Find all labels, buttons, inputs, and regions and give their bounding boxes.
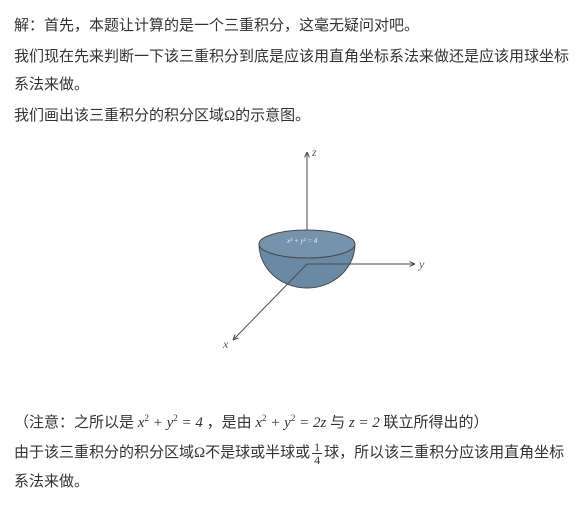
fraction-one-quarter: 14 [312, 441, 322, 466]
figure-hemisphere: x² + y² = 4 z y x [14, 144, 569, 365]
paragraph-2: 我们现在先来判断一下该三重积分到底是应该用直角坐标系法来做还是应该用球坐标系法来… [14, 43, 569, 100]
paragraph-5: 由于该三重积分的积分区域Ω不是球或半球或14球，所以该三重积分应该用直角坐标系法… [14, 439, 569, 496]
hemisphere-diagram: x² + y² = 4 z y x [157, 144, 427, 354]
math-eq2: x2 + y2 = 2z [255, 415, 326, 431]
math-eq1: x2 + y2 = 4 [138, 415, 203, 431]
svg-text:z: z [311, 145, 317, 159]
fraction-denominator: 4 [312, 454, 322, 466]
paragraph-note: （注意：之所以是 x2 + y2 = 4 ，是由 x2 + y2 = 2z 与 … [14, 409, 569, 438]
svg-text:x: x [222, 337, 229, 351]
svg-text:x² + y² = 4: x² + y² = 4 [286, 237, 318, 245]
paragraph-1: 解：首先，本题让计算的是一个三重积分，这毫无疑问对吧。 [14, 12, 569, 41]
svg-text:y: y [418, 257, 425, 271]
note-text-a: （注意：之所以是 [14, 415, 134, 431]
p5-text-a: 由于该三重积分的积分区域Ω不是球或半球或 [14, 445, 310, 461]
paragraph-3: 我们画出该三重积分的积分区域Ω的示意图。 [14, 102, 569, 131]
note-text-d: 联立所得出的） [384, 415, 489, 431]
note-text-b: ，是由 [207, 415, 252, 431]
note-text-c: 与 [330, 415, 345, 431]
math-eq3: z = 2 [349, 415, 380, 431]
